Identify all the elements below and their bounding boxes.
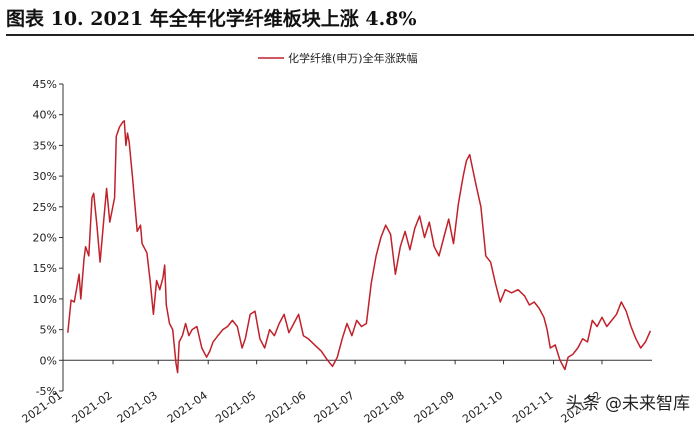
y-tick-label: 25% <box>33 201 57 214</box>
x-tick-label: 2021-03 <box>115 389 160 426</box>
y-tick-label: 0% <box>40 354 57 367</box>
legend-label: 化学纤维(申万)全年涨跌幅 <box>288 51 418 65</box>
title-rule <box>6 34 694 36</box>
y-tick-label: 10% <box>33 293 57 306</box>
watermark: 头条 @未来智库 <box>566 389 690 414</box>
x-tick-label: 2021-04 <box>165 389 210 426</box>
legend: 化学纤维(申万)全年涨跌幅 <box>258 51 418 65</box>
x-tick-label: 2021-08 <box>362 389 407 426</box>
y-tick-label: 5% <box>40 324 57 337</box>
x-axis: 2021-01 2021-02 2021-03 2021-04 2021-05 2021-… <box>20 359 652 426</box>
y-tick-label: 35% <box>33 139 57 152</box>
x-tick-label: 2021-06 <box>263 389 308 426</box>
y-axis: 45% 40% 35% 30% 25% 20% 15% 10% 5% 0% -5% <box>33 78 64 398</box>
x-tick-label: 2021-10 <box>460 389 505 426</box>
x-tick-label: 2021-05 <box>213 389 258 426</box>
x-tick-label: 2021-02 <box>70 389 115 426</box>
y-tick-label: -5% <box>36 385 57 398</box>
y-tick-label: 20% <box>33 232 57 245</box>
y-tick-label: 30% <box>33 170 57 183</box>
series-line <box>67 120 652 374</box>
figure-title: 图表 10. 2021 年全年化学纤维板块上涨 4.8% <box>6 8 417 30</box>
y-tick-label: 15% <box>33 262 57 275</box>
x-tick-label: 2021-11 <box>510 389 555 426</box>
watermark-text: 头条 @未来智库 <box>565 394 690 414</box>
y-tick-label: 40% <box>33 109 57 122</box>
x-tick-label: 2021-07 <box>312 389 357 426</box>
x-tick-label: 2021-09 <box>412 389 457 426</box>
y-tick-label: 45% <box>33 78 57 91</box>
